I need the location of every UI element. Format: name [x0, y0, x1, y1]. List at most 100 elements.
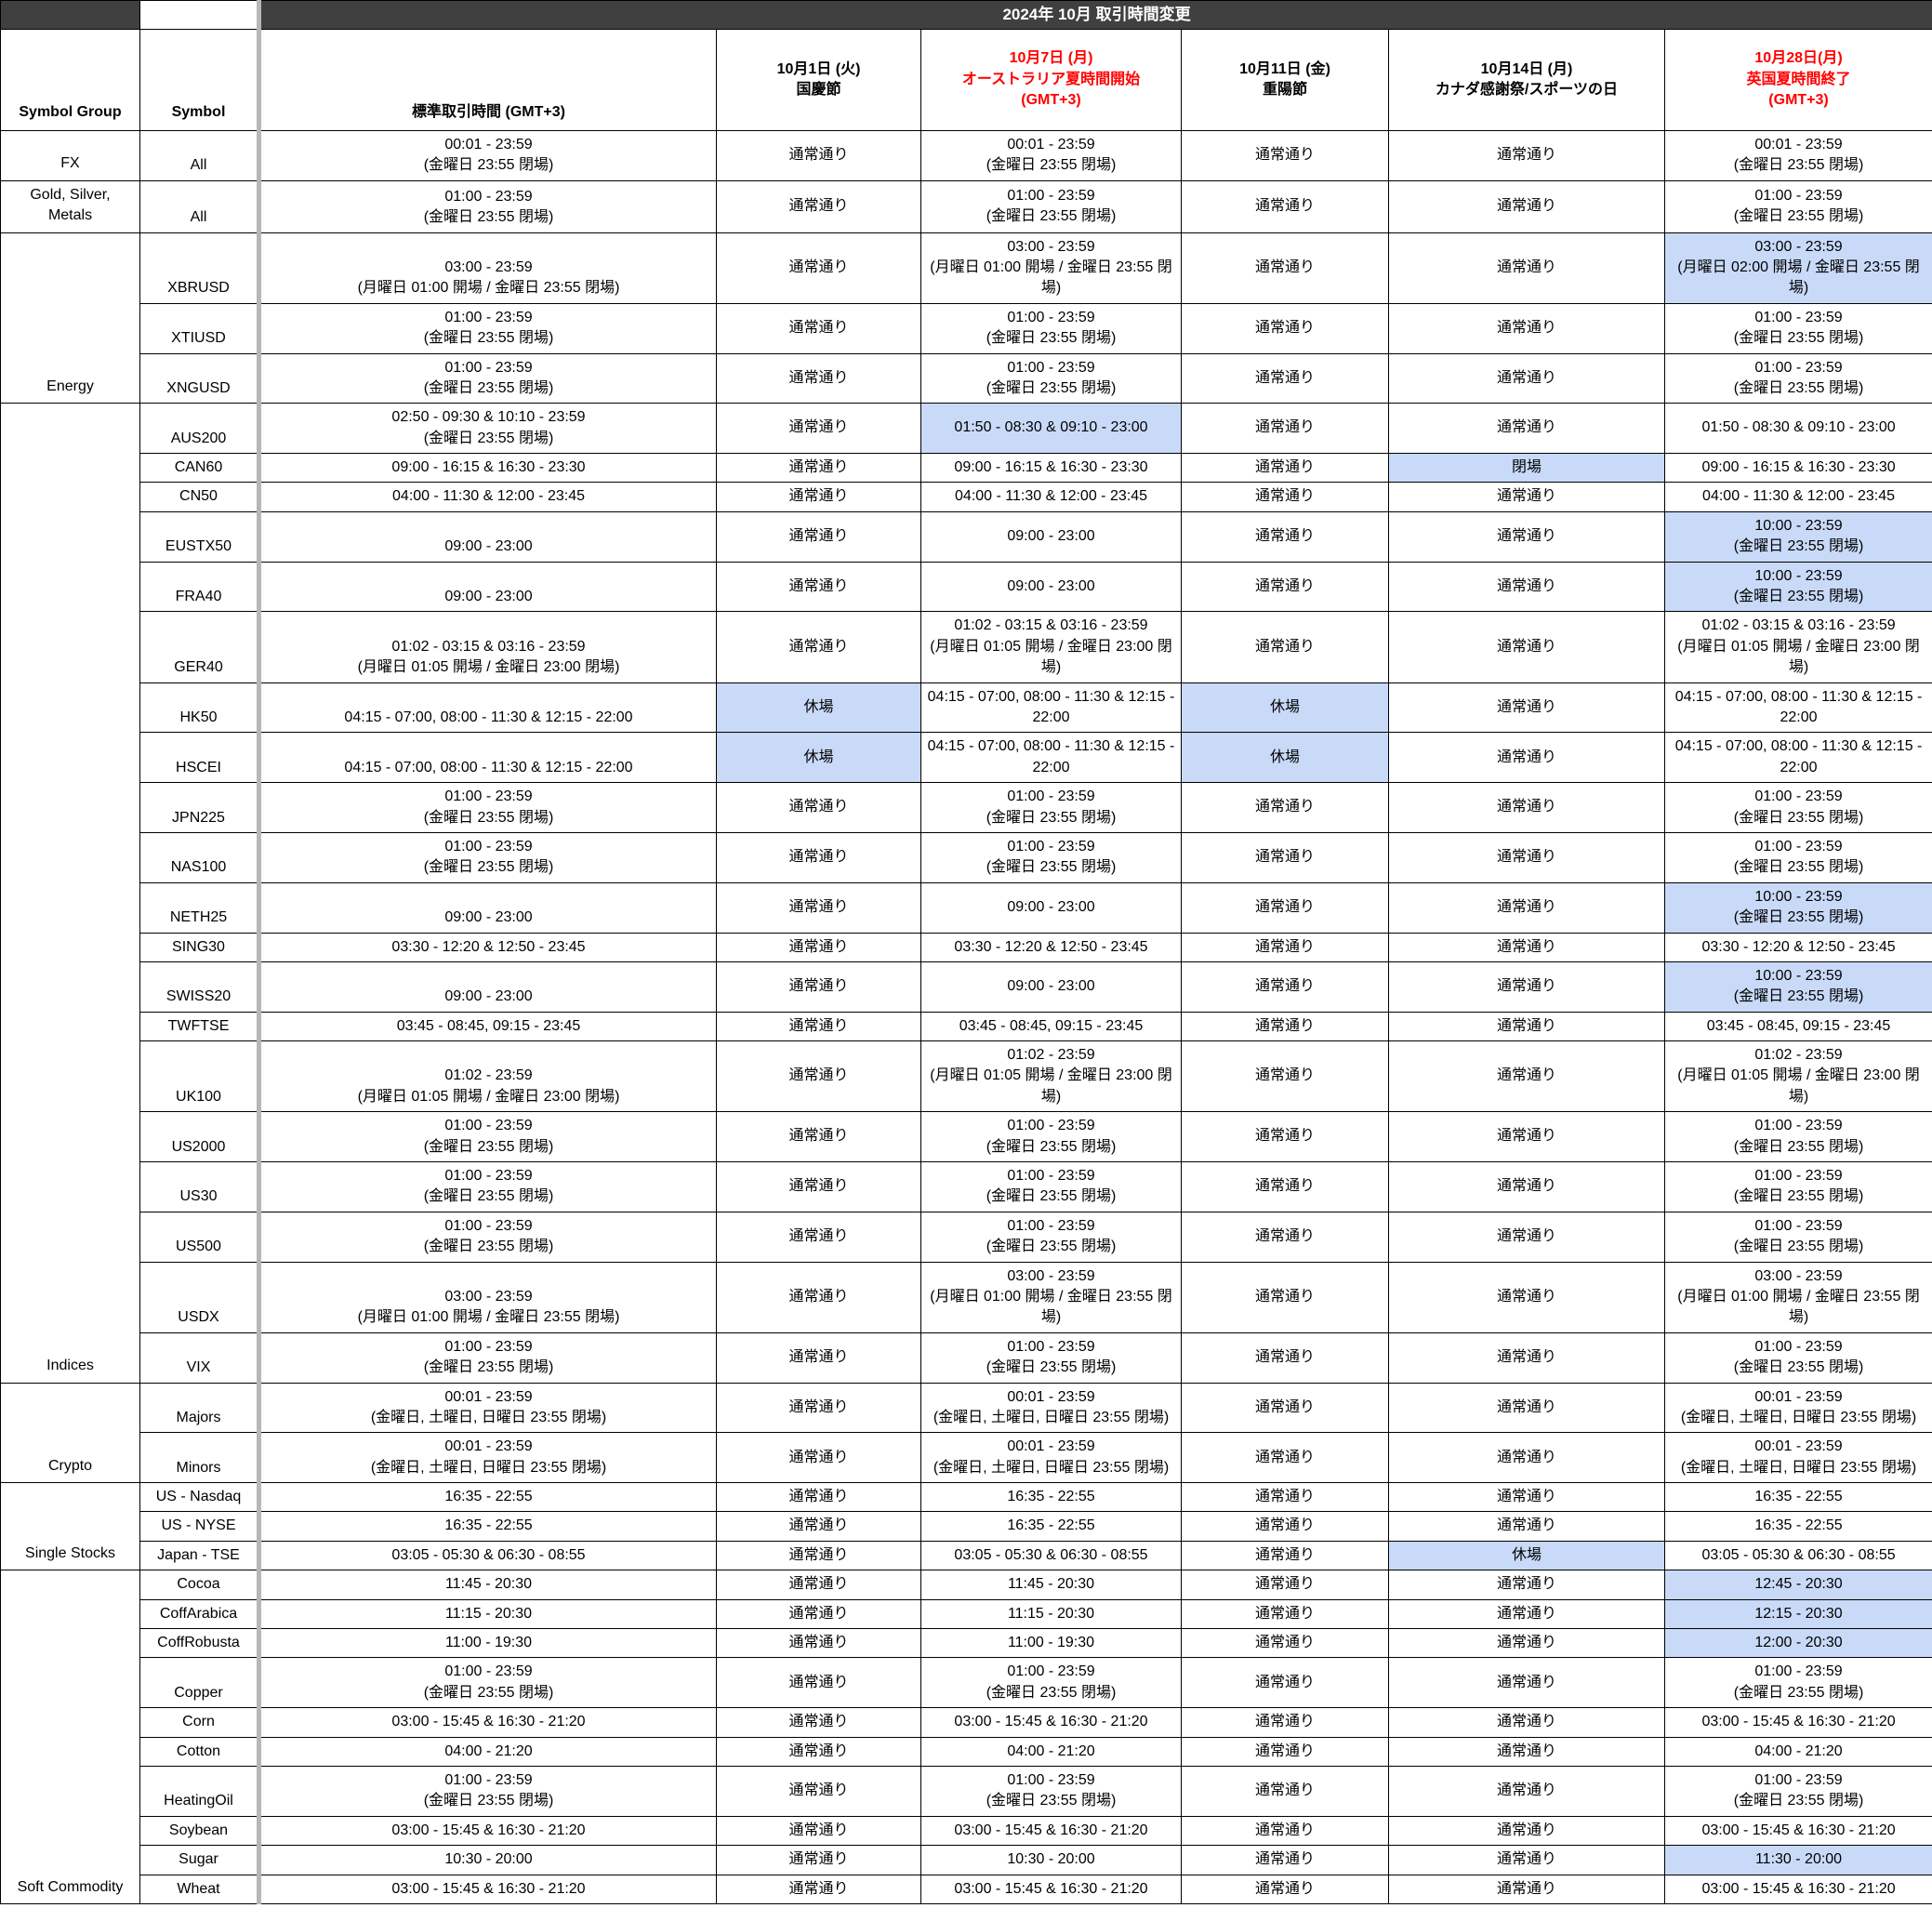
title-row: 2024年 10月 取引時間変更 [0, 0, 1932, 30]
schedule-cell: 通常通り [1181, 352, 1389, 404]
symbol-cell: US30 [139, 1161, 259, 1212]
schedule-cell: 01:00 - 23:59 (金曜日 23:55 閉場) [1663, 1161, 1932, 1212]
symbol-cell: SWISS20 [139, 961, 259, 1013]
schedule-cell: 通常通り [716, 1598, 921, 1630]
schedule-cell: 03:30 - 12:20 & 12:50 - 23:45 [920, 932, 1182, 962]
schedule-cell: 通常通り [1181, 1707, 1389, 1738]
schedule-cell: 通常通り [1181, 232, 1389, 304]
symbol-cell: USDX [139, 1261, 259, 1333]
schedule-cell: 10:30 - 20:00 [920, 1845, 1182, 1875]
standard-hours-cell: 11:15 - 20:30 [257, 1598, 717, 1630]
symbol-cell: Soybean [139, 1815, 259, 1847]
schedule-cell-changed: 休場 [1388, 1540, 1665, 1571]
standard-hours-cell: 03:00 - 15:45 & 16:30 - 21:20 [257, 1815, 717, 1847]
schedule-cell: 通常通り [1388, 1161, 1665, 1212]
table-row: SING30 03:30 - 12:20 & 12:50 - 23:45 通常通り 0… [1, 932, 1932, 962]
symbol-group-cell: Single Stocks [0, 1482, 140, 1571]
schedule-cell-changed: 03:00 - 23:59 (月曜日 02:00 開場 / 金曜日 23:55 … [1663, 232, 1932, 304]
table-row: Japan - TSE 03:05 - 05:30 & 06:30 - 08:55… [1, 1540, 1932, 1571]
schedule-cell: 01:00 - 23:59 (金曜日 23:55 閉場) [1663, 1211, 1932, 1263]
schedule-cell: 通常通り [1181, 1161, 1389, 1212]
symbol-cell: US - Nasdaq [139, 1482, 259, 1513]
schedule-cell: 09:00 - 23:00 [920, 961, 1182, 1013]
schedule-cell-changed: 休場 [1181, 682, 1389, 734]
schedule-cell: 通常通り [716, 961, 921, 1013]
schedule-cell: 通常通り [1181, 1570, 1389, 1600]
symbol-cell: US2000 [139, 1111, 259, 1163]
schedule-cell: 09:00 - 16:15 & 16:30 - 23:30 [920, 453, 1182, 484]
schedule-cell: 通常通り [1388, 1628, 1665, 1659]
schedule-cell: 通常通り [1388, 561, 1665, 613]
schedule-cell: 03:00 - 15:45 & 16:30 - 21:20 [920, 1874, 1182, 1904]
schedule-cell: 通常通り [716, 352, 921, 404]
schedule-cell: 通常通り [1388, 1815, 1665, 1847]
schedule-cell: 01:00 - 23:59 (金曜日 23:55 閉場) [920, 1161, 1182, 1212]
table-row: XTIUSD 01:00 - 23:59 (金曜日 23:55 閉場) 通常通り 01… [1, 302, 1932, 354]
schedule-cell: 通常通り [1181, 1540, 1389, 1571]
schedule-cell: 通常通り [1388, 1011, 1665, 1042]
schedule-cell: 03:05 - 05:30 & 06:30 - 08:55 [920, 1540, 1182, 1571]
schedule-cell: 通常通り [1388, 1874, 1665, 1904]
schedule-cell: 通常通り [1181, 1261, 1389, 1333]
schedule-cell: 通常通り [1388, 352, 1665, 404]
table-row: GER40 01:02 - 03:15 & 03:16 - 23:59 (月曜日 … [1, 611, 1932, 683]
schedule-cell: 通常通り [1181, 510, 1389, 563]
standard-hours-cell: 00:01 - 23:59 (金曜日, 土曜日, 日曜日 23:55 閉場) [257, 1382, 717, 1434]
standard-hours-cell: 03:00 - 15:45 & 16:30 - 21:20 [257, 1707, 717, 1738]
schedule-cell: 通常通り [1181, 1011, 1389, 1042]
schedule-cell: 通常通り [1388, 1432, 1665, 1484]
schedule-cell: 01:00 - 23:59 (金曜日 23:55 閉場) [920, 1766, 1182, 1817]
schedule-cell: 通常通り [1181, 1432, 1389, 1484]
schedule-cell: 通常通り [716, 1040, 921, 1113]
table-row: EUSTX50 09:00 - 23:00 通常通り 09:00 - 23:00 通常通… [1, 510, 1932, 563]
schedule-cell: 通常通り [716, 302, 921, 354]
schedule-cell: 通常通り [1181, 302, 1389, 354]
schedule-cell: 通常通り [1388, 1211, 1665, 1263]
table-row: XNGUSD 01:00 - 23:59 (金曜日 23:55 閉場) 通常通り 01… [1, 352, 1932, 404]
symbol-cell: Corn [139, 1707, 259, 1738]
schedule-cell: 09:00 - 23:00 [920, 510, 1182, 563]
symbol-group-cell: Gold, Silver, Metals [0, 179, 140, 233]
column-header-date: 10月14日 (月) カナダ感謝祭/スポーツの日 [1388, 29, 1665, 131]
schedule-cell: 04:00 - 11:30 & 12:00 - 23:45 [1663, 482, 1932, 512]
schedule-cell: 01:00 - 23:59 (金曜日 23:55 閉場) [920, 1111, 1182, 1163]
schedule-cell: 通常通り [1181, 782, 1389, 833]
schedule-cell: 通常通り [1181, 1382, 1389, 1434]
schedule-cell: 通常通り [1181, 881, 1389, 934]
schedule-cell: 通常通り [716, 1111, 921, 1163]
schedule-cell: 通常通り [716, 1707, 921, 1738]
column-header-date-special: 10月7日 (月) オーストラリア夏時間開始 (GMT+3) [920, 29, 1182, 131]
schedule-cell: 通常通り [1388, 232, 1665, 304]
schedule-cell: 01:00 - 23:59 (金曜日 23:55 閉場) [1663, 831, 1932, 883]
schedule-cell: 01:00 - 23:59 (金曜日 23:55 閉場) [1663, 1332, 1932, 1384]
schedule-cell: 03:30 - 12:20 & 12:50 - 23:45 [1663, 932, 1932, 962]
schedule-cell: 03:00 - 23:59 (月曜日 01:00 開場 / 金曜日 23:55 … [920, 232, 1182, 304]
schedule-cell: 11:15 - 20:30 [920, 1598, 1182, 1630]
schedule-cell: 04:15 - 07:00, 08:00 - 11:30 & 12:15 - 2… [1663, 732, 1932, 784]
schedule-cell-changed: 10:00 - 23:59 (金曜日 23:55 閉場) [1663, 881, 1932, 934]
standard-hours-cell: 01:00 - 23:59 (金曜日 23:55 閉場) [257, 1766, 717, 1817]
standard-hours-cell: 01:02 - 03:15 & 03:16 - 23:59 (月曜日 01:05… [257, 611, 717, 683]
schedule-cell: 通常通り [716, 1211, 921, 1263]
standard-hours-cell: 16:35 - 22:55 [257, 1511, 717, 1542]
schedule-cell: 03:05 - 05:30 & 06:30 - 08:55 [1663, 1540, 1932, 1571]
table-row: Wheat 03:00 - 15:45 & 16:30 - 21:20 通常通り 03… [1, 1874, 1932, 1904]
schedule-cell: 通常通り [1388, 831, 1665, 883]
schedule-cell: 03:00 - 15:45 & 16:30 - 21:20 [1663, 1707, 1932, 1738]
schedule-cell: 通常通り [1388, 1040, 1665, 1113]
symbol-cell: All [139, 179, 259, 233]
table-row: Energy XBRUSD 03:00 - 23:59 (月曜日 01:00 開場 … [0, 232, 1932, 404]
schedule-cell: 通常通り [1388, 611, 1665, 683]
symbol-cell: US - NYSE [139, 1511, 259, 1542]
table-row: Gold, Silver, Metals All 01:00 - 23:59 (金曜… [0, 179, 1932, 233]
table-row: FRA40 09:00 - 23:00 通常通り 09:00 - 23:00 通常通り通… [1, 561, 1932, 613]
table-row: US2000 01:00 - 23:59 (金曜日 23:55 閉場) 通常通り 01… [1, 1111, 1932, 1163]
schedule-cell: 通常通り [716, 232, 921, 304]
symbol-cell: HK50 [139, 682, 259, 734]
table-row: Minors 00:01 - 23:59 (金曜日, 土曜日, 日曜日 23:55… [1, 1432, 1932, 1484]
schedule-cell: 01:00 - 23:59 (金曜日 23:55 閉場) [920, 831, 1182, 883]
symbol-cell: CAN60 [139, 453, 259, 484]
symbol-group-cell: Crypto [0, 1382, 140, 1484]
schedule-cell: 通常通り [1388, 782, 1665, 833]
